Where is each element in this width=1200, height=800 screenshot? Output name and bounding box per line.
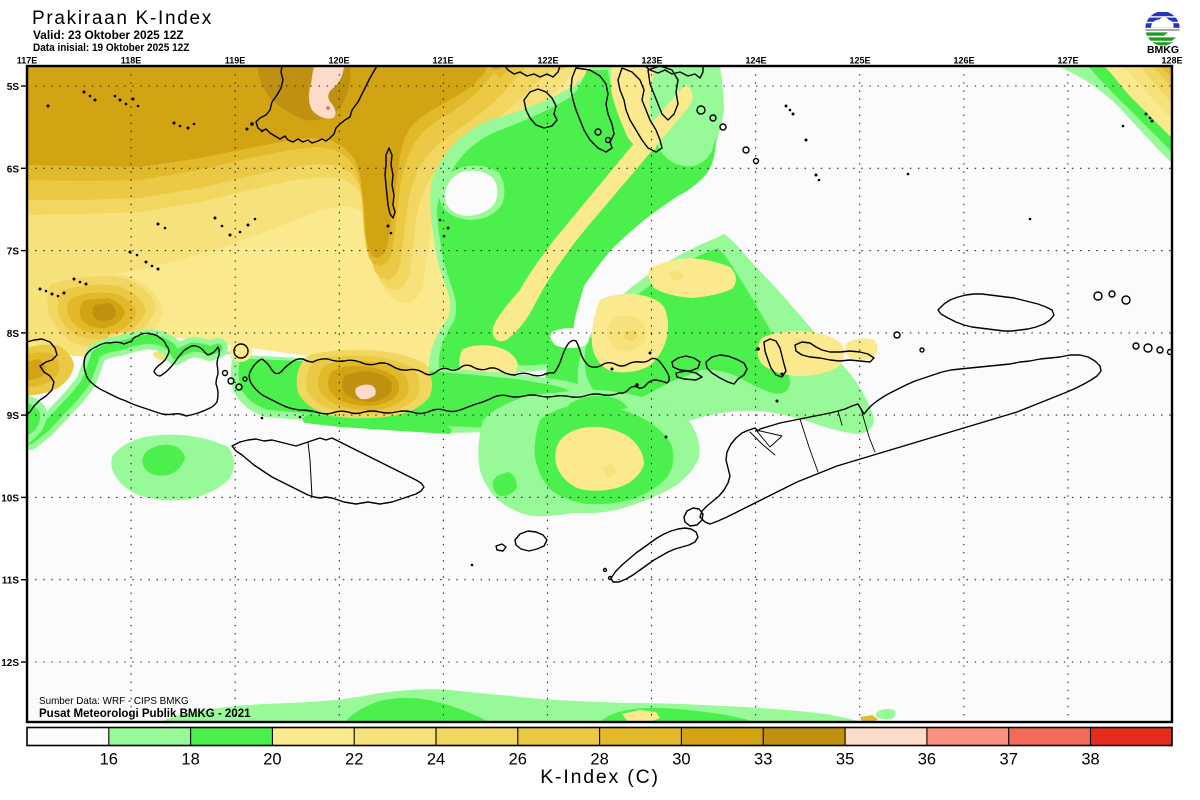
svg-text:38: 38: [1081, 751, 1099, 769]
svg-text:124E: 124E: [745, 56, 766, 66]
svg-text:126E: 126E: [953, 56, 974, 66]
svg-text:7S: 7S: [7, 247, 20, 258]
svg-text:6S: 6S: [7, 164, 20, 175]
svg-text:119E: 119E: [225, 56, 246, 66]
svg-text:10S: 10S: [1, 493, 19, 504]
svg-text:11S: 11S: [2, 576, 20, 587]
svg-text:16: 16: [100, 751, 118, 769]
svg-text:123E: 123E: [641, 56, 662, 66]
svg-text:122E: 122E: [537, 56, 558, 66]
svg-text:35: 35: [836, 751, 854, 769]
svg-text:9S: 9S: [7, 411, 20, 422]
svg-text:22: 22: [345, 751, 363, 769]
svg-text:36: 36: [918, 751, 936, 769]
svg-text:37: 37: [1000, 751, 1018, 769]
svg-text:24: 24: [427, 751, 445, 769]
svg-text:20: 20: [263, 751, 281, 769]
svg-text:30: 30: [672, 751, 690, 769]
svg-text:28: 28: [590, 751, 608, 769]
svg-text:125E: 125E: [849, 56, 870, 66]
svg-text:5S: 5S: [7, 82, 20, 93]
svg-text:8S: 8S: [7, 329, 20, 340]
svg-text:128E: 128E: [1161, 56, 1182, 66]
svg-text:127E: 127E: [1057, 56, 1078, 66]
svg-text:120E: 120E: [328, 56, 349, 66]
svg-text:117E: 117E: [17, 56, 38, 66]
svg-text:118E: 118E: [121, 56, 142, 66]
svg-text:33: 33: [754, 751, 772, 769]
svg-text:26: 26: [509, 751, 527, 769]
svg-text:12S: 12S: [1, 658, 19, 669]
svg-text:121E: 121E: [432, 56, 453, 66]
svg-text:18: 18: [181, 751, 199, 769]
